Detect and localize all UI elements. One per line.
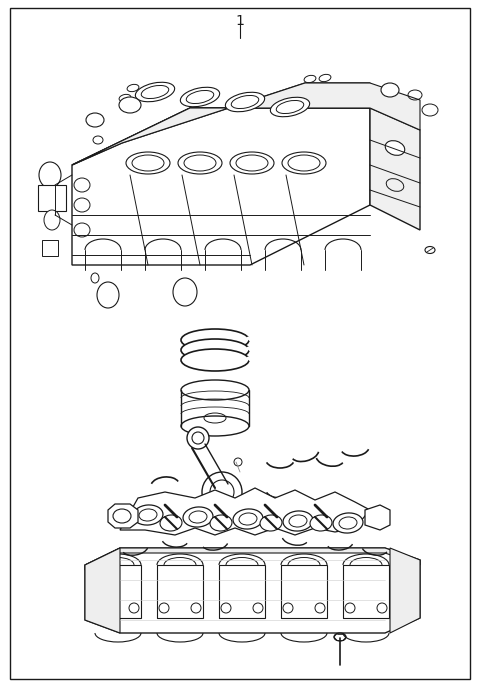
Ellipse shape xyxy=(119,97,141,113)
Polygon shape xyxy=(108,504,138,528)
Ellipse shape xyxy=(126,152,170,174)
Ellipse shape xyxy=(202,472,242,512)
Polygon shape xyxy=(85,548,420,570)
Ellipse shape xyxy=(173,278,197,306)
Ellipse shape xyxy=(184,155,216,171)
Bar xyxy=(343,565,389,618)
Ellipse shape xyxy=(97,282,119,308)
Bar xyxy=(38,185,66,211)
Ellipse shape xyxy=(310,515,332,531)
Ellipse shape xyxy=(135,82,175,102)
Ellipse shape xyxy=(181,380,249,400)
Ellipse shape xyxy=(270,98,310,117)
Ellipse shape xyxy=(74,223,90,237)
Ellipse shape xyxy=(385,141,405,155)
Ellipse shape xyxy=(225,92,264,112)
Ellipse shape xyxy=(288,155,320,171)
Ellipse shape xyxy=(39,162,61,188)
Bar xyxy=(95,565,141,618)
Ellipse shape xyxy=(44,210,60,230)
Ellipse shape xyxy=(74,178,90,192)
Ellipse shape xyxy=(181,416,249,436)
Polygon shape xyxy=(120,488,370,535)
Polygon shape xyxy=(72,83,370,165)
Ellipse shape xyxy=(230,152,274,174)
Ellipse shape xyxy=(183,507,213,527)
Ellipse shape xyxy=(381,83,399,97)
Polygon shape xyxy=(72,108,370,265)
Ellipse shape xyxy=(260,515,282,531)
Bar xyxy=(157,565,203,618)
Text: 1: 1 xyxy=(236,14,244,28)
Bar xyxy=(219,565,265,618)
Ellipse shape xyxy=(181,339,249,361)
Polygon shape xyxy=(72,83,420,165)
Ellipse shape xyxy=(141,85,169,98)
Ellipse shape xyxy=(160,515,182,531)
Ellipse shape xyxy=(186,91,214,104)
Ellipse shape xyxy=(133,505,163,525)
Ellipse shape xyxy=(333,513,363,533)
Ellipse shape xyxy=(181,329,249,351)
Bar xyxy=(42,240,58,256)
Polygon shape xyxy=(370,108,420,230)
Polygon shape xyxy=(365,505,390,530)
Ellipse shape xyxy=(422,104,438,116)
Polygon shape xyxy=(85,548,420,633)
Ellipse shape xyxy=(276,100,304,113)
Ellipse shape xyxy=(180,87,220,106)
Ellipse shape xyxy=(231,95,259,109)
Polygon shape xyxy=(85,548,120,633)
Ellipse shape xyxy=(283,511,313,531)
Ellipse shape xyxy=(132,155,164,171)
Ellipse shape xyxy=(181,349,249,371)
Ellipse shape xyxy=(233,509,263,529)
Ellipse shape xyxy=(86,113,104,127)
Bar xyxy=(281,565,327,618)
Ellipse shape xyxy=(236,155,268,171)
Ellipse shape xyxy=(282,152,326,174)
Ellipse shape xyxy=(74,198,90,212)
Ellipse shape xyxy=(178,152,222,174)
Polygon shape xyxy=(390,548,420,633)
Ellipse shape xyxy=(187,427,209,449)
Ellipse shape xyxy=(210,515,232,531)
